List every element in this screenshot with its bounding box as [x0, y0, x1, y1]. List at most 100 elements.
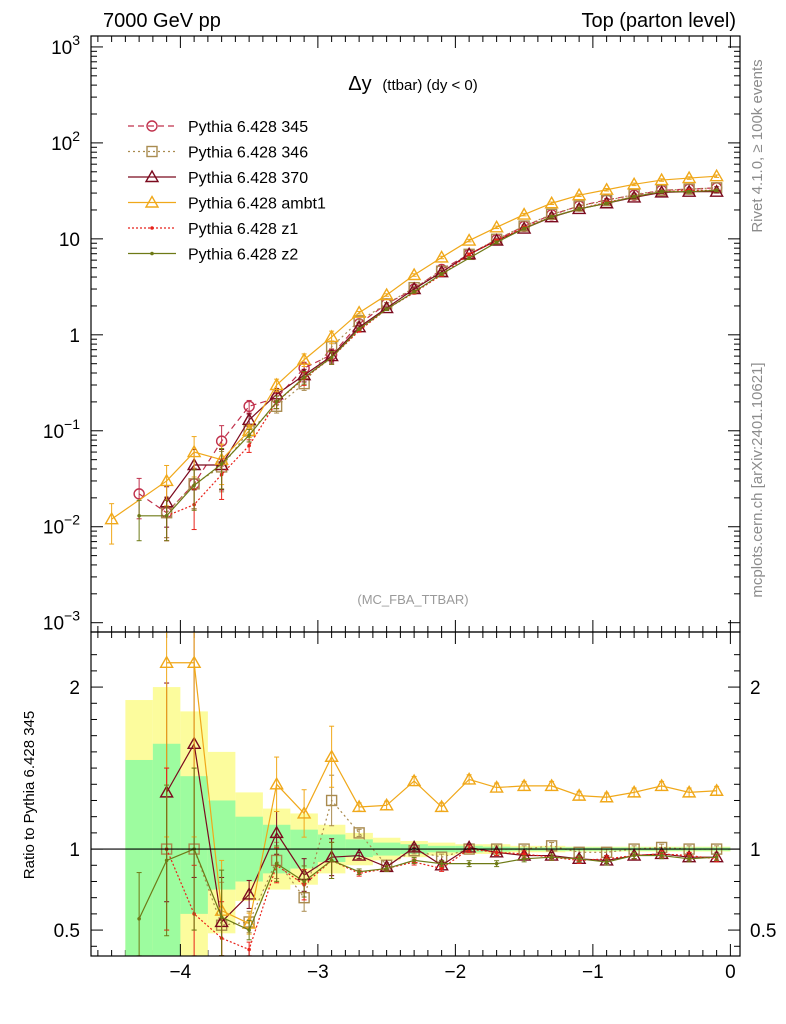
main-point-ambt1: [516, 207, 532, 220]
legend-marker-z2: [150, 251, 154, 256]
ratio-point-ambt1: [406, 773, 422, 787]
main-y-tick-base: 10: [59, 230, 80, 251]
plot-title-main: Δy: [348, 73, 371, 95]
main-point-ambt1: [351, 305, 367, 318]
main-y-tick-exponent: −1: [64, 416, 80, 432]
ratio-point-ambt1: [379, 797, 394, 811]
main-y-tick-exponent: −2: [64, 512, 80, 528]
legend-label: Pythia 6.428 z2: [188, 247, 298, 264]
main-point-ambt1: [324, 329, 339, 343]
main-y-tick-label: 103: [51, 32, 80, 59]
ratio-point-ambt1: [626, 784, 642, 798]
main-point-z2: [522, 226, 526, 231]
ratio-point-z2: [549, 855, 554, 859]
main-line-ambt1: [111, 175, 717, 520]
legend-marker-s370: [144, 169, 160, 183]
main-y-tick-label: 10−1: [43, 416, 80, 443]
main-point-s345: [133, 488, 145, 500]
main-point-z2: [247, 433, 251, 437]
ratio-point-z2: [494, 861, 499, 866]
ratio-point-ambt1: [461, 772, 477, 785]
main-y-tick-base: 10: [43, 518, 64, 539]
ratio-point-z2: [632, 853, 636, 858]
ratio-series-z2: [136, 767, 720, 957]
ratio-point-z2: [659, 853, 664, 858]
main-y-tick-base: 10: [51, 38, 72, 59]
main-point-z2: [137, 514, 141, 518]
ratio-point-ambt1: [434, 799, 449, 813]
ratio-point-ambt1: [681, 784, 697, 798]
legend-item-z1: Pythia 6.428 z1: [128, 221, 298, 238]
main-point-z2: [384, 307, 389, 311]
main-point-z2: [632, 194, 636, 199]
ratio-point-z2: [219, 915, 224, 919]
ratio-point-s370: [351, 848, 367, 861]
main-point-ambt1: [544, 195, 559, 209]
main-point-s346: [600, 194, 613, 207]
ratio-point-ambt1: [159, 655, 174, 668]
plot-title-sub: (ttbar) (dy < 0): [382, 77, 477, 94]
main-point-z2: [604, 201, 609, 206]
main-point-ambt1: [599, 182, 614, 195]
ratio-line-z1: [166, 848, 717, 951]
main-point-z2: [219, 462, 224, 466]
main-point-ambt1: [406, 267, 422, 281]
x-tick-label: −2: [445, 962, 467, 983]
main-point-z2: [687, 189, 691, 194]
main-y-tick-exponent: 2: [72, 128, 80, 144]
ratio-point-z2: [274, 861, 279, 866]
legend-item-z2: Pythia 6.428 z2: [128, 247, 298, 264]
main-point-z2: [439, 272, 444, 276]
main-point-ambt1: [104, 511, 119, 525]
ratio-point-z2: [247, 928, 251, 932]
ratio-point-ambt1: [186, 655, 202, 668]
main-point-ambt1: [709, 168, 724, 182]
ratio-point-ambt1: [599, 789, 614, 803]
main-point-z2: [274, 400, 279, 404]
main-point-z2: [357, 327, 361, 331]
main-line-z1: [166, 189, 717, 517]
ratio-plot-panel: −4 −3 −2 −1 0 0.5 0.5 1 1 2 2 Ratio to Pythia 6.42…: [21, 36, 776, 983]
ratio-point-z2: [714, 855, 719, 859]
main-point-ambt1: [461, 233, 477, 246]
main-point-ambt1: [159, 473, 174, 487]
main-y-tick-label: 10−2: [43, 512, 80, 539]
main-point-ambt1: [434, 250, 449, 263]
ratio-point-z2: [604, 860, 609, 864]
ratio-point-z2: [522, 857, 526, 861]
ratio-point-z2: [439, 861, 444, 866]
main-point-z2: [494, 240, 499, 245]
main-point-z2: [164, 514, 169, 518]
main-series-z1: [164, 188, 720, 542]
mcplots-label: mcplots.cern.ch [arXiv:2401.10621]: [749, 362, 766, 597]
legend-marker-s345: [146, 120, 158, 132]
main-point-z2: [467, 256, 471, 260]
ratio-point-ambt1: [351, 799, 367, 813]
main-line-s345: [138, 187, 717, 514]
main-series-ambt1: [104, 168, 724, 545]
main-point-z1: [247, 443, 251, 448]
main-point-s346: [545, 208, 558, 221]
ratio-point-z2: [329, 858, 334, 863]
main-plot-panel: Δy (ttbar) (dy < 0) (MC_FBA_TTBAR) 10−31…: [43, 32, 741, 956]
ratio-y-tick-label-right: 1: [750, 840, 761, 861]
main-point-z2: [714, 188, 719, 193]
ratio-point-s370: [406, 840, 422, 853]
ratio-point-s370: [269, 825, 284, 839]
main-line-s370: [166, 191, 717, 503]
ratio-point-ambt1: [654, 778, 669, 792]
ratio-point-z2: [137, 916, 141, 921]
main-point-ambt1: [654, 172, 669, 186]
main-point-z2: [302, 375, 306, 380]
ratio-point-z2: [302, 879, 306, 884]
x-tick-label: −3: [307, 962, 329, 983]
main-line-z2: [139, 189, 717, 517]
ratio-point-ambt1: [324, 749, 339, 762]
main-y-tick-label: 10: [59, 230, 80, 251]
ratio-point-ambt1: [269, 776, 284, 790]
main-point-s345: [243, 400, 255, 412]
ratio-point-z1: [522, 852, 526, 856]
main-point-ambt1: [269, 377, 284, 391]
x-tick-label: −1: [582, 962, 604, 983]
main-point-ambt1: [681, 170, 697, 184]
